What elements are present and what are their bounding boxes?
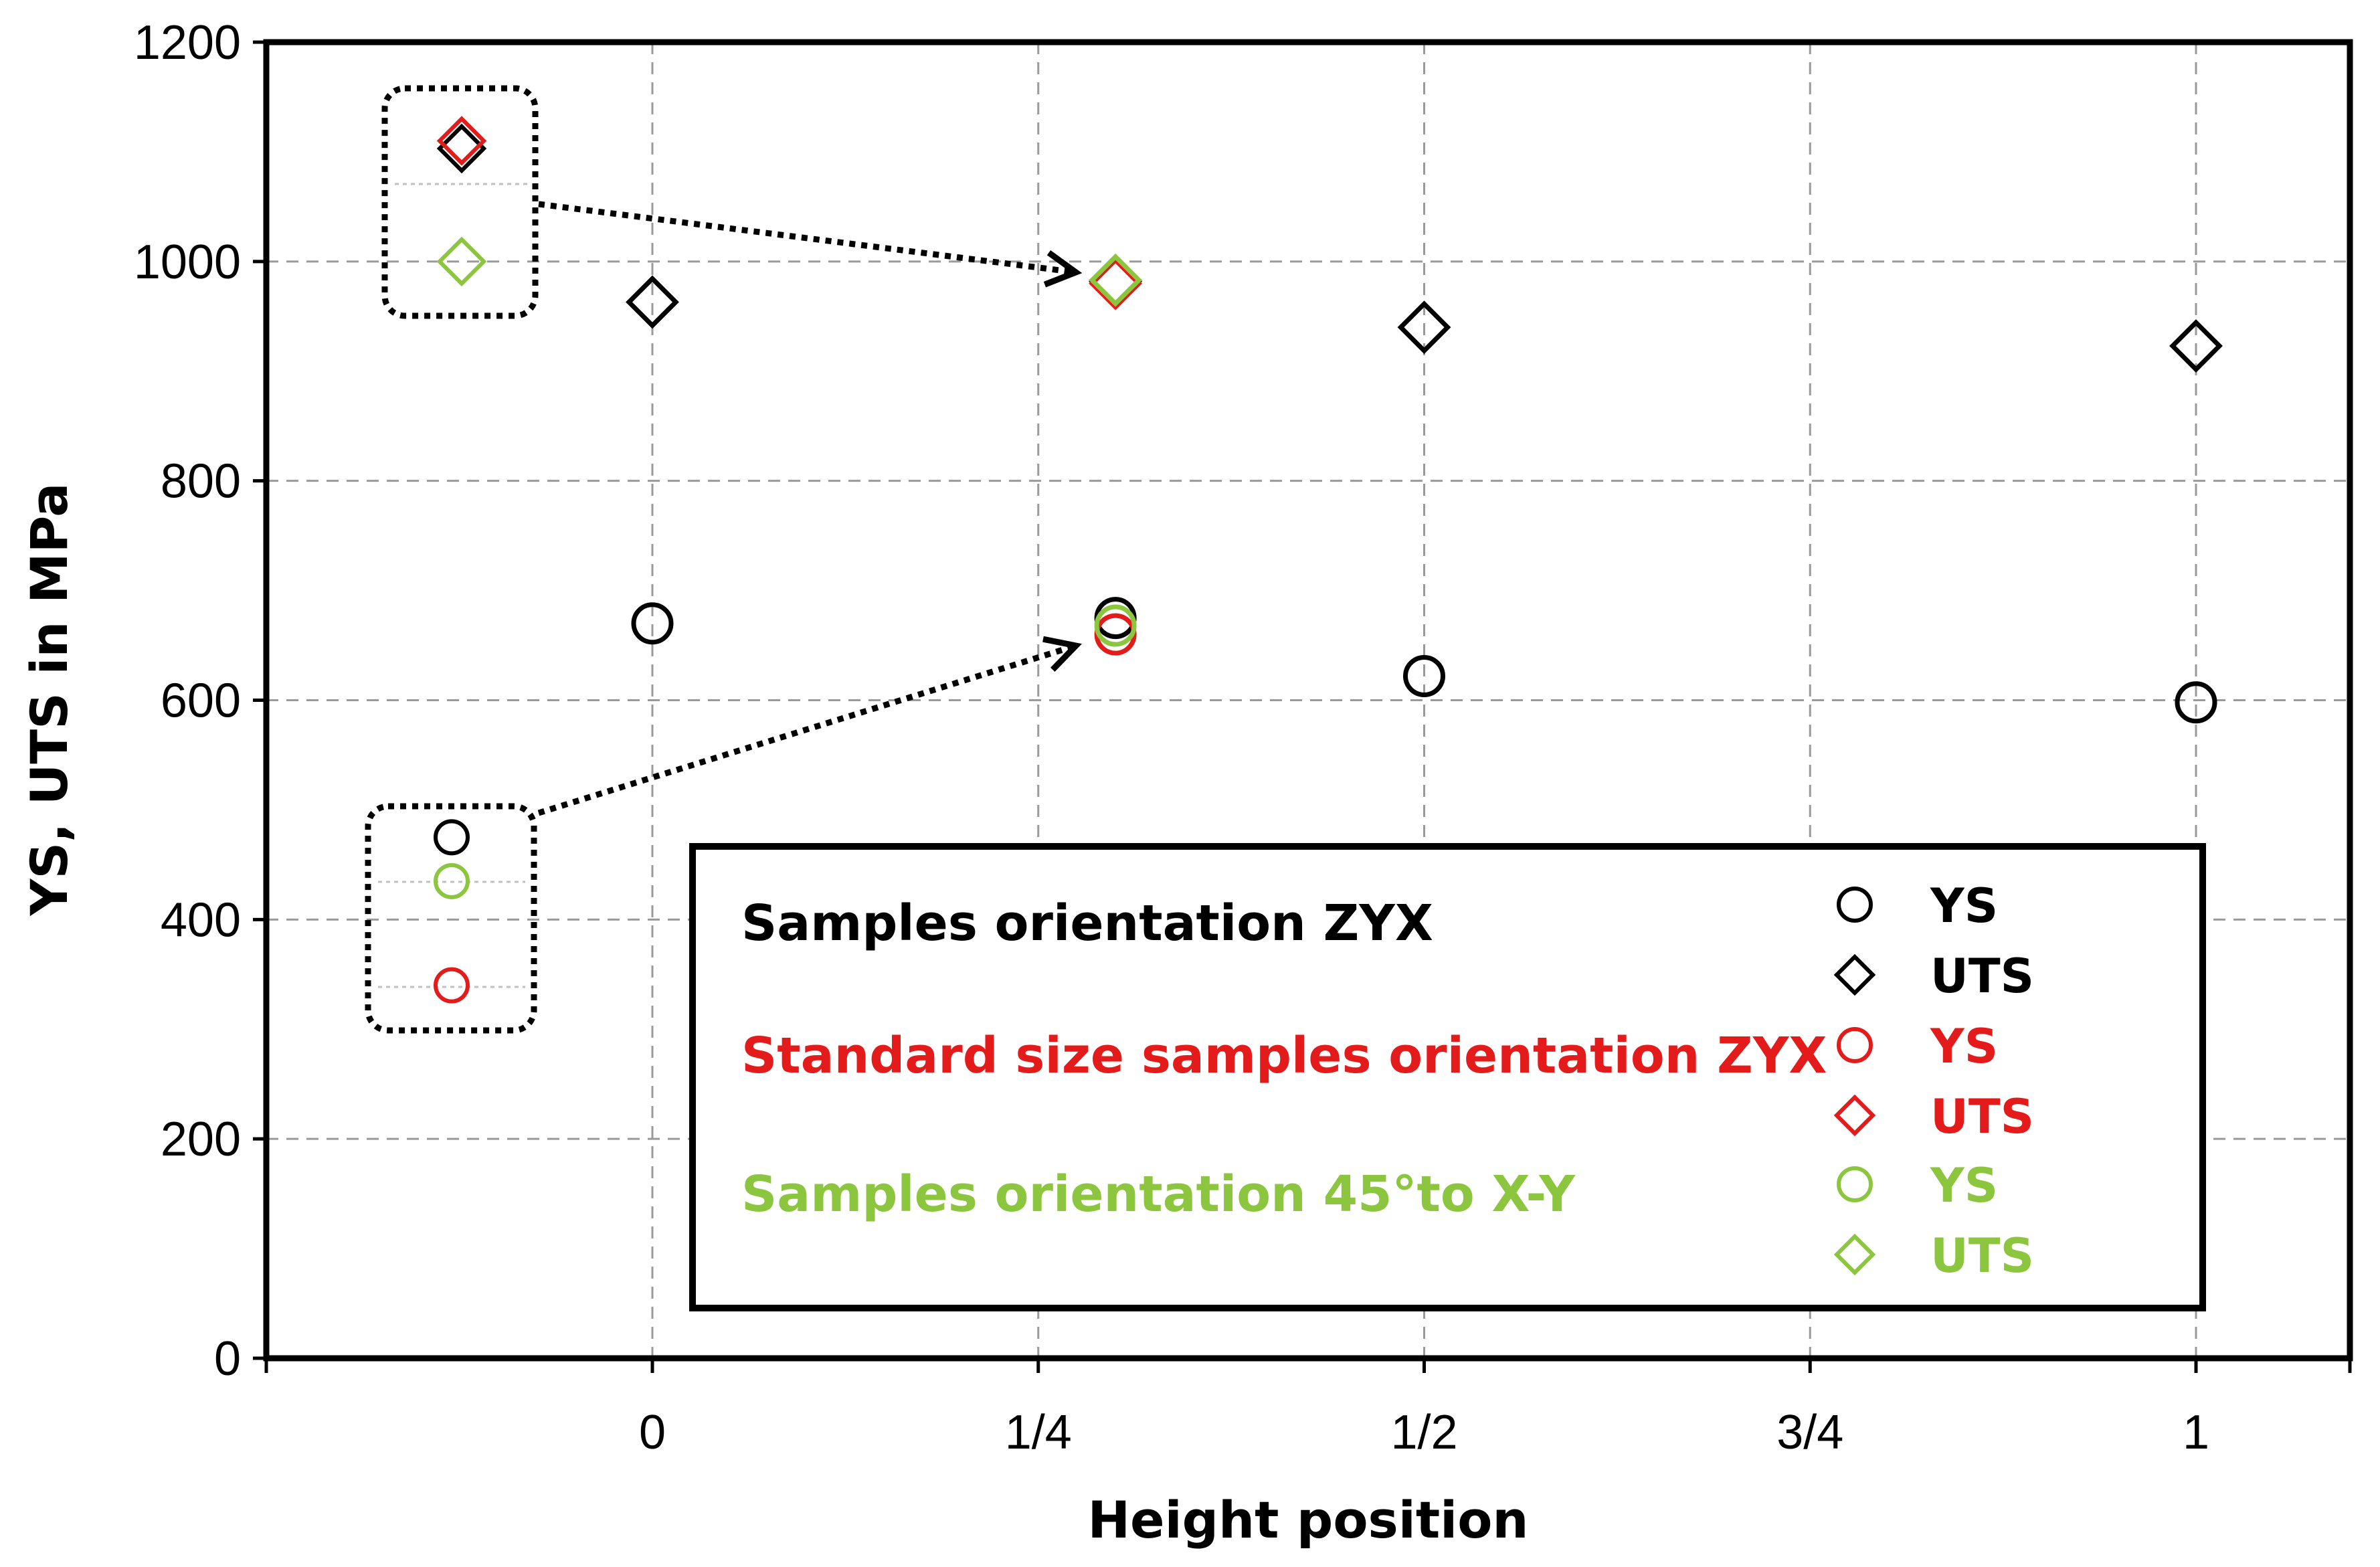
- x-tick-label: 1/2: [1390, 1406, 1457, 1459]
- marker-uts: [1397, 300, 1451, 355]
- arrow-shaft: [537, 642, 1077, 816]
- x-tick-label: 1: [2183, 1406, 2209, 1459]
- data-markers: [626, 253, 2223, 724]
- legend-entry-label: YS: [1930, 879, 1998, 933]
- plot-frame: [263, 39, 2353, 1362]
- legend-marker: [1837, 1027, 1873, 1063]
- x-tick-label: 3/4: [1776, 1406, 1843, 1459]
- legend-box: [689, 843, 2206, 1311]
- y-axis-title: YS, UTS in MPa: [19, 482, 79, 916]
- legend-group-label: Samples orientation 45°to X-Y: [741, 1166, 1576, 1223]
- y-tick-label: 400: [161, 893, 241, 947]
- legend-group-label: Standard size samples orientation ZYX: [741, 1027, 1827, 1085]
- uts-arrow: [538, 201, 1083, 288]
- inset-uts-marker: [436, 116, 487, 166]
- y-tick-label: 600: [161, 674, 241, 728]
- legend-entry-label: UTS: [1930, 1089, 2034, 1144]
- marker-ys: [1403, 654, 1445, 697]
- marker-uts: [626, 275, 679, 329]
- inset-ys-marker: [434, 862, 470, 899]
- legend-marker: [1833, 1233, 1876, 1276]
- inset-ys-marker: [434, 819, 470, 856]
- legend-marker: [1837, 887, 1873, 923]
- legend-marker: [1833, 953, 1876, 996]
- arrow-shaft: [538, 201, 1077, 276]
- y-tick-label: 200: [161, 1113, 241, 1166]
- x-tick-label: 1/4: [1005, 1406, 1072, 1459]
- y-tick-label: 1000: [134, 236, 241, 289]
- y-tick-label: 1200: [134, 16, 241, 70]
- marker-uts: [2169, 319, 2223, 373]
- y-tick-label: 0: [214, 1332, 241, 1386]
- marker-uts: [1089, 253, 1143, 307]
- legend-entry-label: UTS: [1930, 949, 2034, 1004]
- legend-marker: [1833, 1094, 1876, 1137]
- legend: Samples orientation ZYX Standard size sam…: [689, 843, 2206, 1311]
- inset-ys-marker: [434, 967, 470, 1004]
- axis-ticks: 0 200 400 600 800 1000 1200 0 1/4 1/2 3/4 1: [134, 16, 2352, 1459]
- inset-boxes: [365, 85, 1083, 1034]
- legend-entry-label: UTS: [1930, 1228, 2034, 1283]
- legend-entry-label: YS: [1930, 1158, 1998, 1213]
- inset-uts-marker: [436, 236, 487, 287]
- marker-ys: [631, 602, 674, 645]
- legend-entry-label: YS: [1930, 1019, 1998, 1074]
- inset-uts-marker: [436, 123, 487, 174]
- x-axis-title: Height position: [1087, 1490, 1528, 1550]
- legend-marker: [1837, 1166, 1873, 1202]
- marker-ys: [2175, 681, 2217, 724]
- x-tick-label: 0: [639, 1406, 666, 1459]
- ys-inset-box: [365, 803, 537, 1034]
- arrow-head: [1043, 250, 1083, 288]
- arrow-head: [1042, 636, 1082, 672]
- legend-group-label: Samples orientation ZYX: [741, 895, 1433, 952]
- marker-ys: [1094, 604, 1137, 647]
- y-tick-label: 800: [161, 455, 241, 509]
- ys-arrow: [537, 636, 1082, 816]
